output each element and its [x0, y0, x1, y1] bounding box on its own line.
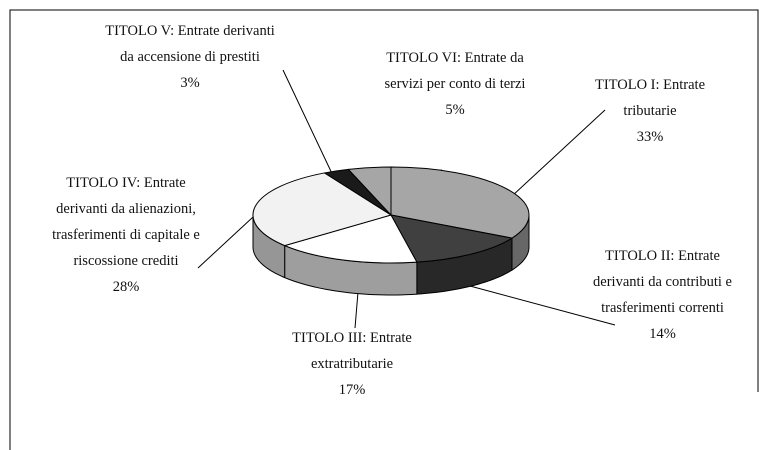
slice-name: TITOLO VI: Entrate da servizi per conto … [384, 50, 526, 92]
slice-name: TITOLO II: Entrate derivanti da contribu… [593, 248, 732, 316]
pie-slice [252, 172, 393, 247]
pie-slice [283, 214, 418, 264]
slice-name: TITOLO III: Entrate extratributarie [292, 330, 412, 372]
leader-line [354, 291, 359, 329]
slice-value: 14% [649, 326, 676, 342]
slice-name: TITOLO I: Entrate tributarie [594, 77, 706, 119]
slice-value: 28% [112, 279, 140, 295]
pie [252, 166, 530, 296]
slice-label: TITOLO I: Entrate tributarie 33% [570, 72, 730, 150]
frame [9, 9, 759, 450]
slice-name: TITOLO IV: Entrate derivanti da alienazi… [52, 175, 200, 269]
slice-label: TITOLO IV: Entrate derivanti da alienazi… [40, 170, 212, 300]
slice-value: 17% [338, 382, 366, 398]
frame-border [9, 9, 759, 450]
pie-slice [347, 166, 392, 217]
slice-name: TITOLO V: Entrate derivanti da accension… [105, 23, 275, 65]
slice-label: TITOLO V: Entrate derivanti da accension… [100, 18, 280, 96]
leader-line [469, 285, 616, 326]
leader-line [282, 69, 337, 183]
slice-value: 33% [636, 129, 664, 145]
slice-label: TITOLO III: Entrate extratributarie 17% [272, 325, 432, 403]
slice-label: TITOLO II: Entrate derivanti da contribu… [585, 243, 740, 347]
slice-value: 3% [180, 75, 200, 91]
leader-line [511, 109, 606, 197]
pie-slice [390, 214, 514, 263]
pie-slice [390, 166, 530, 239]
slice-value: 5% [445, 102, 465, 118]
slice-label: TITOLO VI: Entrate da servizi per conto … [372, 45, 538, 123]
